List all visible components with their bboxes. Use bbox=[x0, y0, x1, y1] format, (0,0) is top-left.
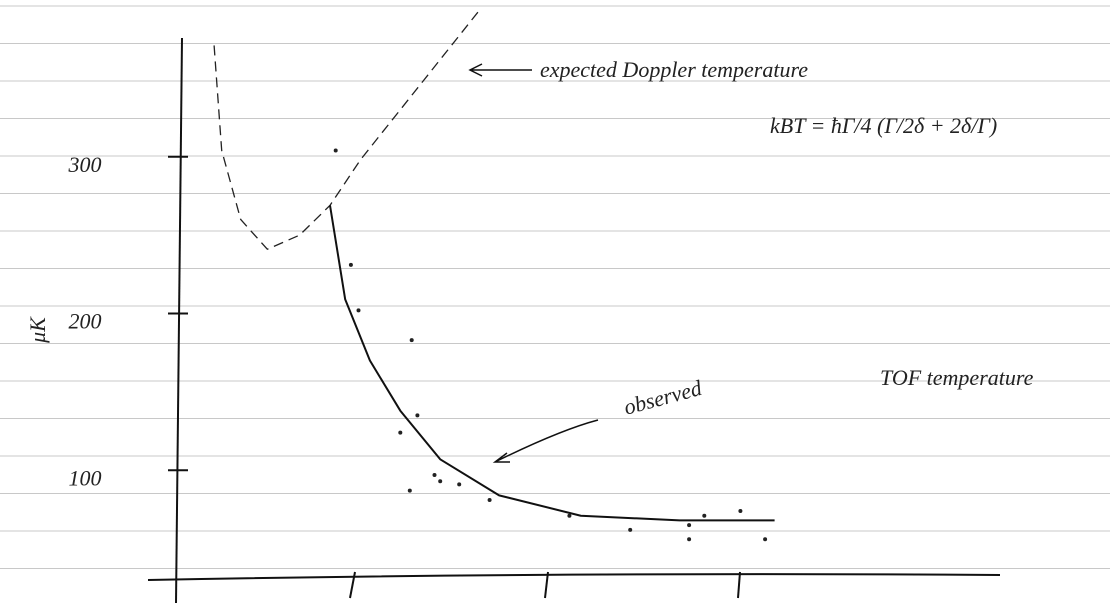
x-tick bbox=[738, 572, 740, 598]
data-point bbox=[410, 338, 414, 342]
data-point bbox=[334, 148, 338, 152]
y-axis bbox=[176, 38, 182, 603]
arrow bbox=[470, 64, 532, 76]
data-point bbox=[457, 482, 461, 486]
data-point bbox=[687, 537, 691, 541]
x-axis bbox=[148, 574, 1000, 580]
y-axis-label: μK bbox=[25, 316, 50, 344]
data-point bbox=[408, 489, 412, 493]
observed-curve bbox=[330, 205, 775, 520]
chart: μK expected Doppler temperature kBT = ħΓ… bbox=[0, 0, 1110, 603]
formula: kBT = ħΓ/4 (Γ/2δ + 2δ/Γ) bbox=[770, 113, 997, 138]
expected-curve bbox=[214, 9, 480, 249]
data-point bbox=[357, 308, 361, 312]
data-point bbox=[415, 413, 419, 417]
data-point bbox=[398, 431, 402, 435]
data-point bbox=[433, 473, 437, 477]
data-point bbox=[349, 263, 353, 267]
lined-paper bbox=[0, 6, 1110, 569]
annotation: TOF temperature bbox=[880, 365, 1034, 390]
data-point bbox=[738, 509, 742, 513]
y-tick-label: 300 bbox=[68, 152, 102, 177]
data-point bbox=[702, 514, 706, 518]
data-point bbox=[567, 514, 571, 518]
x-tick bbox=[545, 572, 548, 598]
data-point bbox=[488, 498, 492, 502]
data-point bbox=[763, 537, 767, 541]
data-point bbox=[628, 528, 632, 532]
y-tick-label: 200 bbox=[69, 309, 102, 334]
annotation: expected Doppler temperature bbox=[540, 57, 808, 82]
y-tick-label: 100 bbox=[69, 465, 102, 490]
data-point bbox=[438, 479, 442, 483]
data-point bbox=[687, 523, 691, 527]
